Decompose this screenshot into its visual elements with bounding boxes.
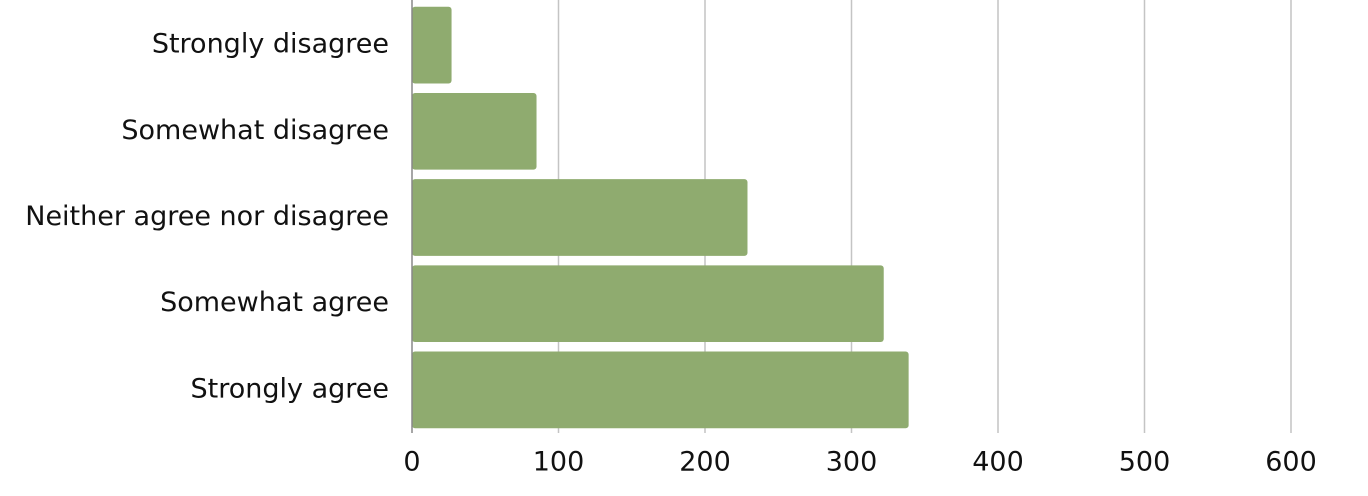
x-tick-label: 100 — [533, 447, 585, 478]
x-tick-label: 300 — [826, 447, 878, 478]
x-tick-label: 600 — [1265, 447, 1317, 478]
bar — [412, 6, 452, 84]
bar — [412, 179, 748, 256]
x-tick-label: 200 — [679, 447, 731, 478]
y-tick-label: Neither agree nor disagree — [25, 201, 389, 232]
x-tick-label: 0 — [403, 447, 420, 478]
y-tick-label: Strongly agree — [191, 373, 389, 404]
y-tick-label: Somewhat disagree — [121, 115, 389, 146]
x-tick-label: 500 — [1119, 447, 1171, 478]
y-tick-label: Somewhat agree — [160, 287, 389, 318]
bar — [412, 265, 884, 343]
bar — [412, 351, 909, 429]
x-tick-label: 400 — [972, 447, 1024, 478]
bar — [412, 92, 537, 170]
y-tick-label: Strongly disagree — [152, 29, 389, 60]
